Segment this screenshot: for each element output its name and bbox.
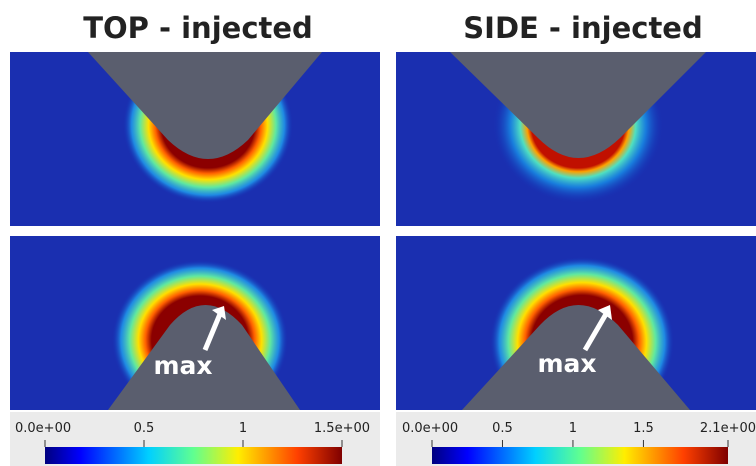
colorbar [45, 447, 342, 464]
annotation: max [537, 349, 596, 378]
colorbar-tick-label: 1.5e+00 [314, 421, 370, 436]
annotation: max [153, 351, 212, 380]
colorbar-tick-label: 1.5 [633, 421, 654, 436]
colorbar-tick-label: 0.5 [492, 421, 513, 436]
colorbar-tick-label: 0.0e+00 [15, 421, 71, 436]
colorbar-tick-label: 1 [569, 421, 577, 436]
field-panel [10, 52, 380, 226]
panel-title: SIDE - injected [463, 11, 702, 45]
colorbar-tick-label: 0.5 [134, 421, 155, 436]
field-panel [396, 52, 756, 226]
field-panel [396, 236, 756, 410]
field-panel [10, 236, 380, 410]
panel-title: TOP - injected [83, 11, 313, 45]
colorbar-tick-label: 1 [239, 421, 247, 436]
colorbar-tick-label: 0.0e+00 [402, 421, 458, 436]
colorbar-tick-label: 2.1e+00 [700, 421, 756, 436]
colorbar [432, 447, 728, 464]
